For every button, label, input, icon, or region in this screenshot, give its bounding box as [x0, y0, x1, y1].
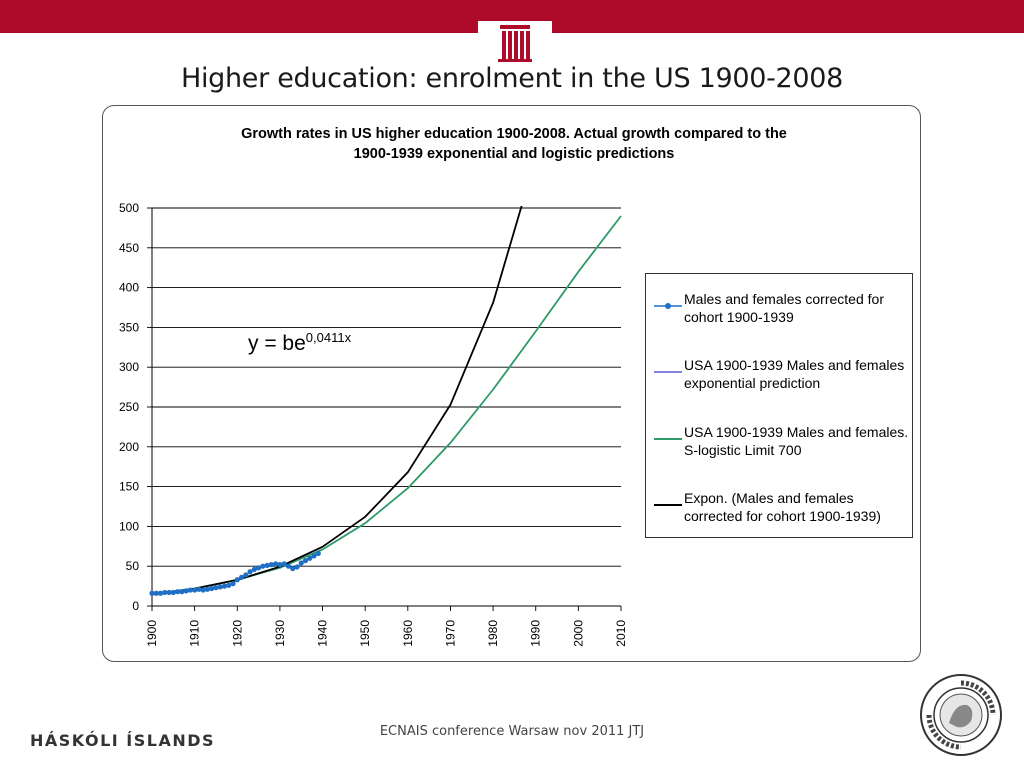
- data-point: [204, 586, 211, 592]
- x-tick-label: 2000: [571, 620, 585, 647]
- data-point: [166, 589, 172, 596]
- chart-title-line-2: 1900-1939 exponential and logistic predi…: [353, 146, 675, 162]
- data-point: [170, 589, 176, 596]
- data-point: [234, 577, 240, 583]
- data-point: [294, 564, 300, 570]
- university-logo-icon: [478, 21, 552, 77]
- x-tick-label: 1910: [188, 620, 202, 647]
- data-point: [268, 562, 274, 568]
- data-point: [153, 590, 159, 596]
- data-point: [311, 553, 317, 559]
- legend-item: Males and females corrected for cohort 1…: [646, 290, 914, 334]
- data-point: [307, 555, 313, 561]
- x-tick-label: 1950: [358, 620, 372, 647]
- y-tick-label: 150: [119, 480, 139, 494]
- y-tick-label: 200: [119, 440, 139, 454]
- legend-key-dot-line: [654, 303, 682, 309]
- footer-conference-label: ECNAIS conference Warsaw nov 2011 JTJ: [379, 724, 645, 739]
- data-point: [192, 587, 198, 593]
- equation-base: y = be: [248, 332, 306, 355]
- data-point: [149, 590, 155, 596]
- university-seal-icon: [920, 674, 1002, 756]
- equation-label: y = be0,0411x: [248, 330, 351, 356]
- legend-key-line: [654, 504, 682, 506]
- y-tick-label: 400: [119, 281, 139, 295]
- legend-item: USA 1900-1939 Males and females exponent…: [646, 356, 914, 400]
- y-tick-label: 250: [119, 400, 139, 414]
- data-point: [260, 563, 266, 569]
- data-point: [230, 581, 236, 587]
- y-tick-label: 350: [119, 320, 139, 334]
- data-point: [174, 589, 181, 595]
- chart-legend: Males and females corrected for cohort 1…: [645, 273, 913, 538]
- data-point: [157, 590, 164, 596]
- data-point: [302, 558, 309, 564]
- legend-item: USA 1900-1939 Males and females. S-logis…: [646, 423, 914, 467]
- x-tick-label: 1980: [486, 620, 500, 647]
- y-tick-label: 300: [119, 360, 139, 374]
- data-point: [221, 583, 228, 589]
- data-point: [298, 560, 304, 566]
- y-tick-label: 100: [119, 519, 139, 533]
- page-title: Higher education: enrolment in the US 19…: [180, 63, 844, 94]
- y-tick-label: 450: [119, 241, 139, 255]
- y-tick-label: 500: [119, 201, 139, 215]
- data-point: [226, 582, 232, 588]
- data-point: [277, 562, 283, 568]
- series-line: [152, 206, 523, 596]
- data-point: [243, 572, 249, 578]
- footer-institution-name: HÁSKÓLI ÍSLANDS: [30, 731, 216, 750]
- data-point: [285, 563, 292, 569]
- data-point: [213, 585, 219, 591]
- data-point: [290, 565, 296, 572]
- legend-key-line: [654, 438, 682, 440]
- data-point: [179, 589, 185, 595]
- data-point: [209, 585, 215, 592]
- data-point: [251, 566, 257, 572]
- legend-label: Expon. (Males and females corrected for …: [684, 490, 881, 524]
- series-line: [152, 215, 622, 595]
- equation-exponent: 0,0411x: [305, 330, 352, 345]
- data-point: [281, 561, 287, 567]
- y-tick-label: 0: [132, 599, 139, 613]
- data-point: [217, 584, 223, 590]
- legend-label: USA 1900-1939 Males and females exponent…: [684, 357, 905, 391]
- data-point: [273, 561, 279, 567]
- chart-title: Growth rates in US higher education 1900…: [102, 124, 926, 164]
- x-tick-label: 1900: [145, 620, 159, 647]
- x-tick-label: 1990: [529, 620, 543, 647]
- x-tick-label: 2010: [614, 620, 628, 647]
- legend-label: USA 1900-1939 Males and females. S-logis…: [684, 424, 909, 458]
- data-point: [238, 574, 245, 580]
- x-tick-label: 1970: [443, 620, 457, 647]
- x-tick-label: 1930: [273, 620, 287, 647]
- data-point: [315, 550, 321, 557]
- x-tick-label: 1920: [230, 620, 244, 647]
- legend-item: Expon. (Males and females corrected for …: [646, 489, 914, 533]
- data-point: [247, 569, 253, 575]
- data-point: [200, 587, 206, 593]
- y-tick-label: 50: [126, 559, 140, 573]
- data-point: [162, 589, 168, 596]
- data-point: [264, 562, 270, 569]
- data-point: [183, 588, 189, 594]
- legend-label: Males and females corrected for cohort 1…: [684, 291, 884, 325]
- x-tick-label: 1960: [401, 620, 415, 647]
- data-point: [196, 586, 202, 592]
- chart-title-line-1: Growth rates in US higher education 1900…: [241, 126, 787, 142]
- data-point: [187, 587, 193, 593]
- legend-key-line: [654, 371, 682, 373]
- x-tick-label: 1940: [316, 620, 330, 647]
- data-point: [255, 565, 262, 571]
